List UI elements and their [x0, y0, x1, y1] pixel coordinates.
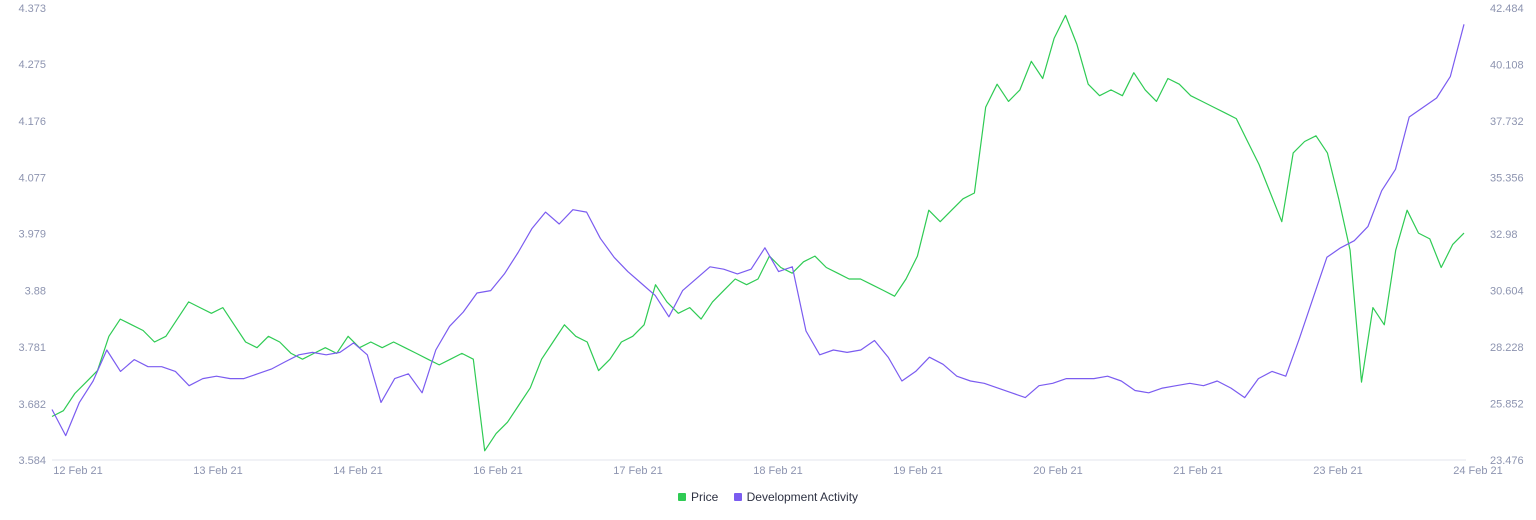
series-line-development-activity [51, 24, 1465, 437]
y-left-tick-label: 4.373 [18, 3, 46, 15]
y-right-tick-label: 25.852 [1490, 399, 1524, 411]
x-tick-label: 21 Feb 21 [1173, 465, 1223, 477]
y-left-tick-label: 4.077 [18, 173, 46, 185]
price-swatch [677, 493, 686, 501]
x-tick-label: 18 Feb 21 [753, 465, 803, 477]
x-tick-label: 17 Feb 21 [613, 465, 663, 477]
y-left-tick-label: 4.176 [18, 116, 46, 128]
legend-item-price[interactable]: Price [677, 490, 719, 504]
y-right-tick-label: 23.476 [1490, 455, 1524, 467]
y-left-tick-label: 3.584 [18, 455, 46, 467]
y-right-tick-label: 32.98 [1490, 229, 1518, 241]
y-left-tick-label: 3.781 [18, 342, 46, 354]
chart-area: 3.584 3.682 3.781 3.88 3.979 4.077 4.176 4.275 4… [18, 3, 1524, 477]
y-right-tick-label: 40.108 [1490, 60, 1524, 72]
legend-label-development-activity: Development Activity [746, 490, 859, 504]
y-right-tick-label: 28.228 [1490, 342, 1524, 354]
y-left-tick-label: 4.275 [18, 59, 46, 71]
legend: Price Development Activity [0, 490, 1536, 504]
x-tick-label: 13 Feb 21 [193, 465, 243, 477]
legend-label-price: Price [690, 490, 719, 504]
y-right-tick-label: 42.484 [1490, 3, 1524, 15]
x-tick-label: 16 Feb 21 [473, 465, 523, 477]
y-right-tick-label: 37.732 [1490, 116, 1524, 128]
y-axis-left: 3.584 3.682 3.781 3.88 3.979 4.077 4.176 4.275 4… [18, 3, 46, 467]
x-tick-label: 20 Feb 21 [1033, 465, 1083, 477]
y-right-tick-label: 30.604 [1490, 286, 1524, 298]
x-tick-label: 19 Feb 21 [893, 465, 943, 477]
x-tick-label: 23 Feb 21 [1313, 465, 1363, 477]
development-activity-swatch [733, 493, 742, 501]
legend-item-development-activity[interactable]: Development Activity [733, 490, 859, 504]
y-left-tick-label: 3.682 [18, 399, 46, 411]
y-axis-right: 23.476 25.852 28.228 30.604 32.98 35.356 37.73… [1490, 3, 1524, 467]
x-axis: 12 Feb 21 13 Feb 21 14 Feb 21 16 Feb 21 17 F… [52, 459, 1503, 477]
y-left-tick-label: 3.88 [25, 285, 46, 297]
x-tick-label: 12 Feb 21 [53, 465, 103, 477]
y-left-tick-label: 3.979 [18, 229, 46, 241]
x-tick-label: 14 Feb 21 [333, 465, 383, 477]
y-right-tick-label: 35.356 [1490, 173, 1524, 185]
series-line-price [51, 14, 1465, 452]
series-layer [51, 14, 1465, 452]
x-tick-label: 24 Feb 21 [1453, 465, 1503, 477]
